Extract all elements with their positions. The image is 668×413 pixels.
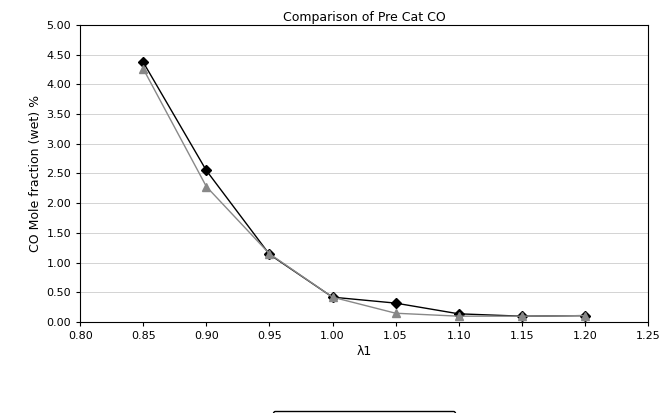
2000 RPM (581, 313, 589, 318)
X-axis label: λ1: λ1 (357, 345, 371, 358)
1600 RPM (265, 252, 273, 257)
2000 RPM (329, 295, 337, 300)
1600 RPM (518, 314, 526, 319)
Line: 1600 RPM: 1600 RPM (140, 59, 589, 320)
Title: Comparison of Pre Cat CO: Comparison of Pre Cat CO (283, 11, 446, 24)
2000 RPM (391, 311, 399, 316)
Legend: 1600 RPM, 2000 RPM: 1600 RPM, 2000 RPM (273, 411, 456, 413)
2000 RPM (202, 184, 210, 189)
Y-axis label: CO Mole fraction (wet) %: CO Mole fraction (wet) % (29, 95, 42, 252)
1600 RPM (455, 311, 463, 316)
1600 RPM (581, 313, 589, 318)
2000 RPM (518, 314, 526, 319)
2000 RPM (139, 66, 147, 71)
1600 RPM (329, 295, 337, 300)
2000 RPM (455, 314, 463, 319)
1600 RPM (202, 168, 210, 173)
1600 RPM (391, 301, 399, 306)
Line: 2000 RPM: 2000 RPM (139, 64, 589, 320)
2000 RPM (265, 251, 273, 256)
1600 RPM (139, 60, 147, 65)
